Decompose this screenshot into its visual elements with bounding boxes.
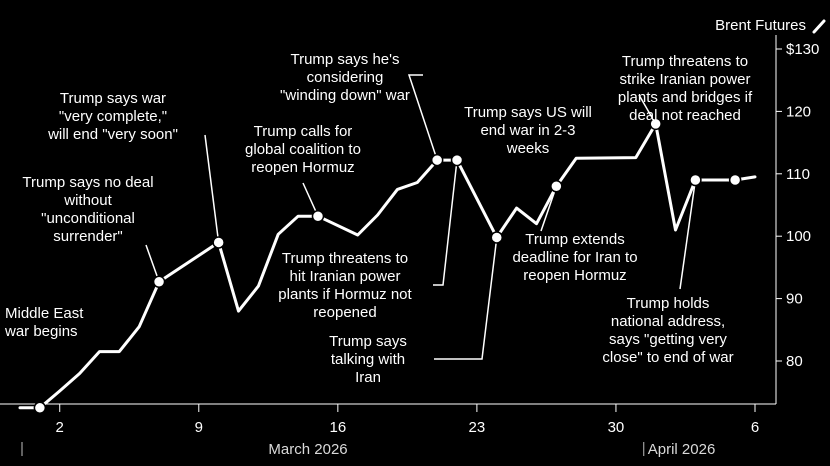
y-tick-label: 90	[786, 291, 803, 308]
annotation-leader-very-complete	[204, 134, 220, 243]
annotation-line: without	[63, 192, 112, 209]
annotation-line: reopened	[313, 304, 376, 321]
annotation-line: weeks	[506, 140, 550, 157]
markers-layer	[33, 117, 742, 415]
annotation-leader-no-deal	[145, 244, 160, 283]
annotation-line: Middle East	[5, 305, 84, 322]
annotation-line: Iran	[355, 369, 381, 386]
annotation-line: talking with	[331, 351, 405, 368]
event-marker-no-deal	[152, 275, 166, 289]
y-tick-label: 80	[786, 353, 803, 370]
annotation-line: close" to end of war	[602, 349, 733, 366]
annotation-line: will end "very soon"	[47, 126, 178, 143]
x-tick-label: 9	[195, 419, 203, 436]
month-label-april: April 2026	[648, 441, 716, 458]
event-marker-global-coalition	[311, 209, 325, 223]
event-marker-national-address	[689, 173, 702, 187]
x-tick-label: 30	[608, 419, 625, 436]
event-marker-winding-down	[430, 153, 444, 167]
annotation-line: strike Iranian power	[620, 71, 751, 88]
legend-line-swatch	[812, 19, 826, 34]
annotation-line: Trump says he's	[290, 51, 399, 68]
annotation-line: "unconditional	[41, 210, 135, 227]
annotation-line: hit Iranian power	[290, 268, 401, 285]
annotation-line: Trump says war	[60, 90, 166, 107]
event-marker-end-war-weeks	[550, 180, 563, 193]
event-marker-very-complete	[212, 236, 225, 249]
annotation-label-very-complete: Trump says war"very complete,"will end "…	[47, 90, 178, 143]
legend-layer: Brent Futures	[715, 17, 826, 34]
annotation-line: Trump holds	[627, 295, 710, 312]
y-tick-label: $130	[786, 41, 819, 58]
event-marker-talking-with-iran	[490, 231, 504, 244]
annotation-line: deal not reached	[629, 107, 741, 124]
y-tick-label: 110	[786, 166, 810, 183]
x-tick-label: 16	[329, 419, 346, 436]
annotation-leader-winding-down	[407, 74, 438, 161]
annotation-line: Trump threatens to	[282, 250, 408, 267]
annotation-line: plants if Hormuz not	[278, 286, 412, 303]
x-tick-label: 2	[56, 419, 64, 436]
event-marker-strike-bridges	[649, 117, 662, 131]
annotation-line: Trump extends	[525, 231, 625, 248]
annotation-line: Trump calls for	[254, 123, 353, 140]
annotation-line: reopen Hormuz	[251, 159, 354, 176]
annotation-leader-talking-with-iran	[434, 237, 498, 360]
annotation-line: says "getting very	[609, 331, 727, 348]
annotation-line: plants and bridges if	[618, 89, 753, 106]
annotation-line: war begins	[4, 323, 78, 340]
y-tick-label: 100	[786, 228, 811, 245]
event-marker-latest-point	[728, 173, 742, 187]
event-marker-middle-east-war	[33, 401, 47, 415]
annotation-label-no-deal: Trump says no dealwithout"unconditionals…	[22, 174, 153, 245]
event-marker-threatens-power-plants	[450, 153, 464, 167]
y-tick-label: 120	[786, 103, 811, 120]
annotation-line: surrender"	[53, 228, 123, 245]
annotation-line: Trump threatens to	[622, 53, 748, 70]
annotation-line: Trump says	[329, 333, 407, 350]
x-tick-label: 6	[751, 419, 759, 436]
annotation-leaders-layer	[145, 74, 697, 360]
annotation-line: end war in 2-3	[480, 122, 575, 139]
annotation-line: considering	[307, 69, 384, 86]
axes-layer: 80 90 100 110 120 $130 2 9 16 23 30 6 March 2026 Apri…	[0, 35, 819, 458]
annotation-line: reopen Hormuz	[523, 267, 626, 284]
annotation-line: "winding down" war	[280, 87, 410, 104]
legend-label: Brent Futures	[715, 17, 806, 34]
annotation-line: global coalition to	[245, 141, 361, 158]
brent-price-line	[18, 122, 757, 410]
series-line-layer	[18, 122, 757, 410]
annotation-line: "very complete,"	[59, 108, 167, 125]
annotation-line: national address,	[611, 313, 725, 330]
annotation-line: Trump says no deal	[22, 174, 153, 191]
annotation-leader-national-address	[679, 179, 697, 290]
annotation-line: deadline for Iran to	[512, 249, 637, 266]
annotation-line: Trump says US will	[464, 104, 592, 121]
month-label-march: March 2026	[268, 441, 347, 458]
annotation-leader-threatens-power-plants	[433, 160, 458, 286]
x-tick-label: 23	[469, 419, 486, 436]
